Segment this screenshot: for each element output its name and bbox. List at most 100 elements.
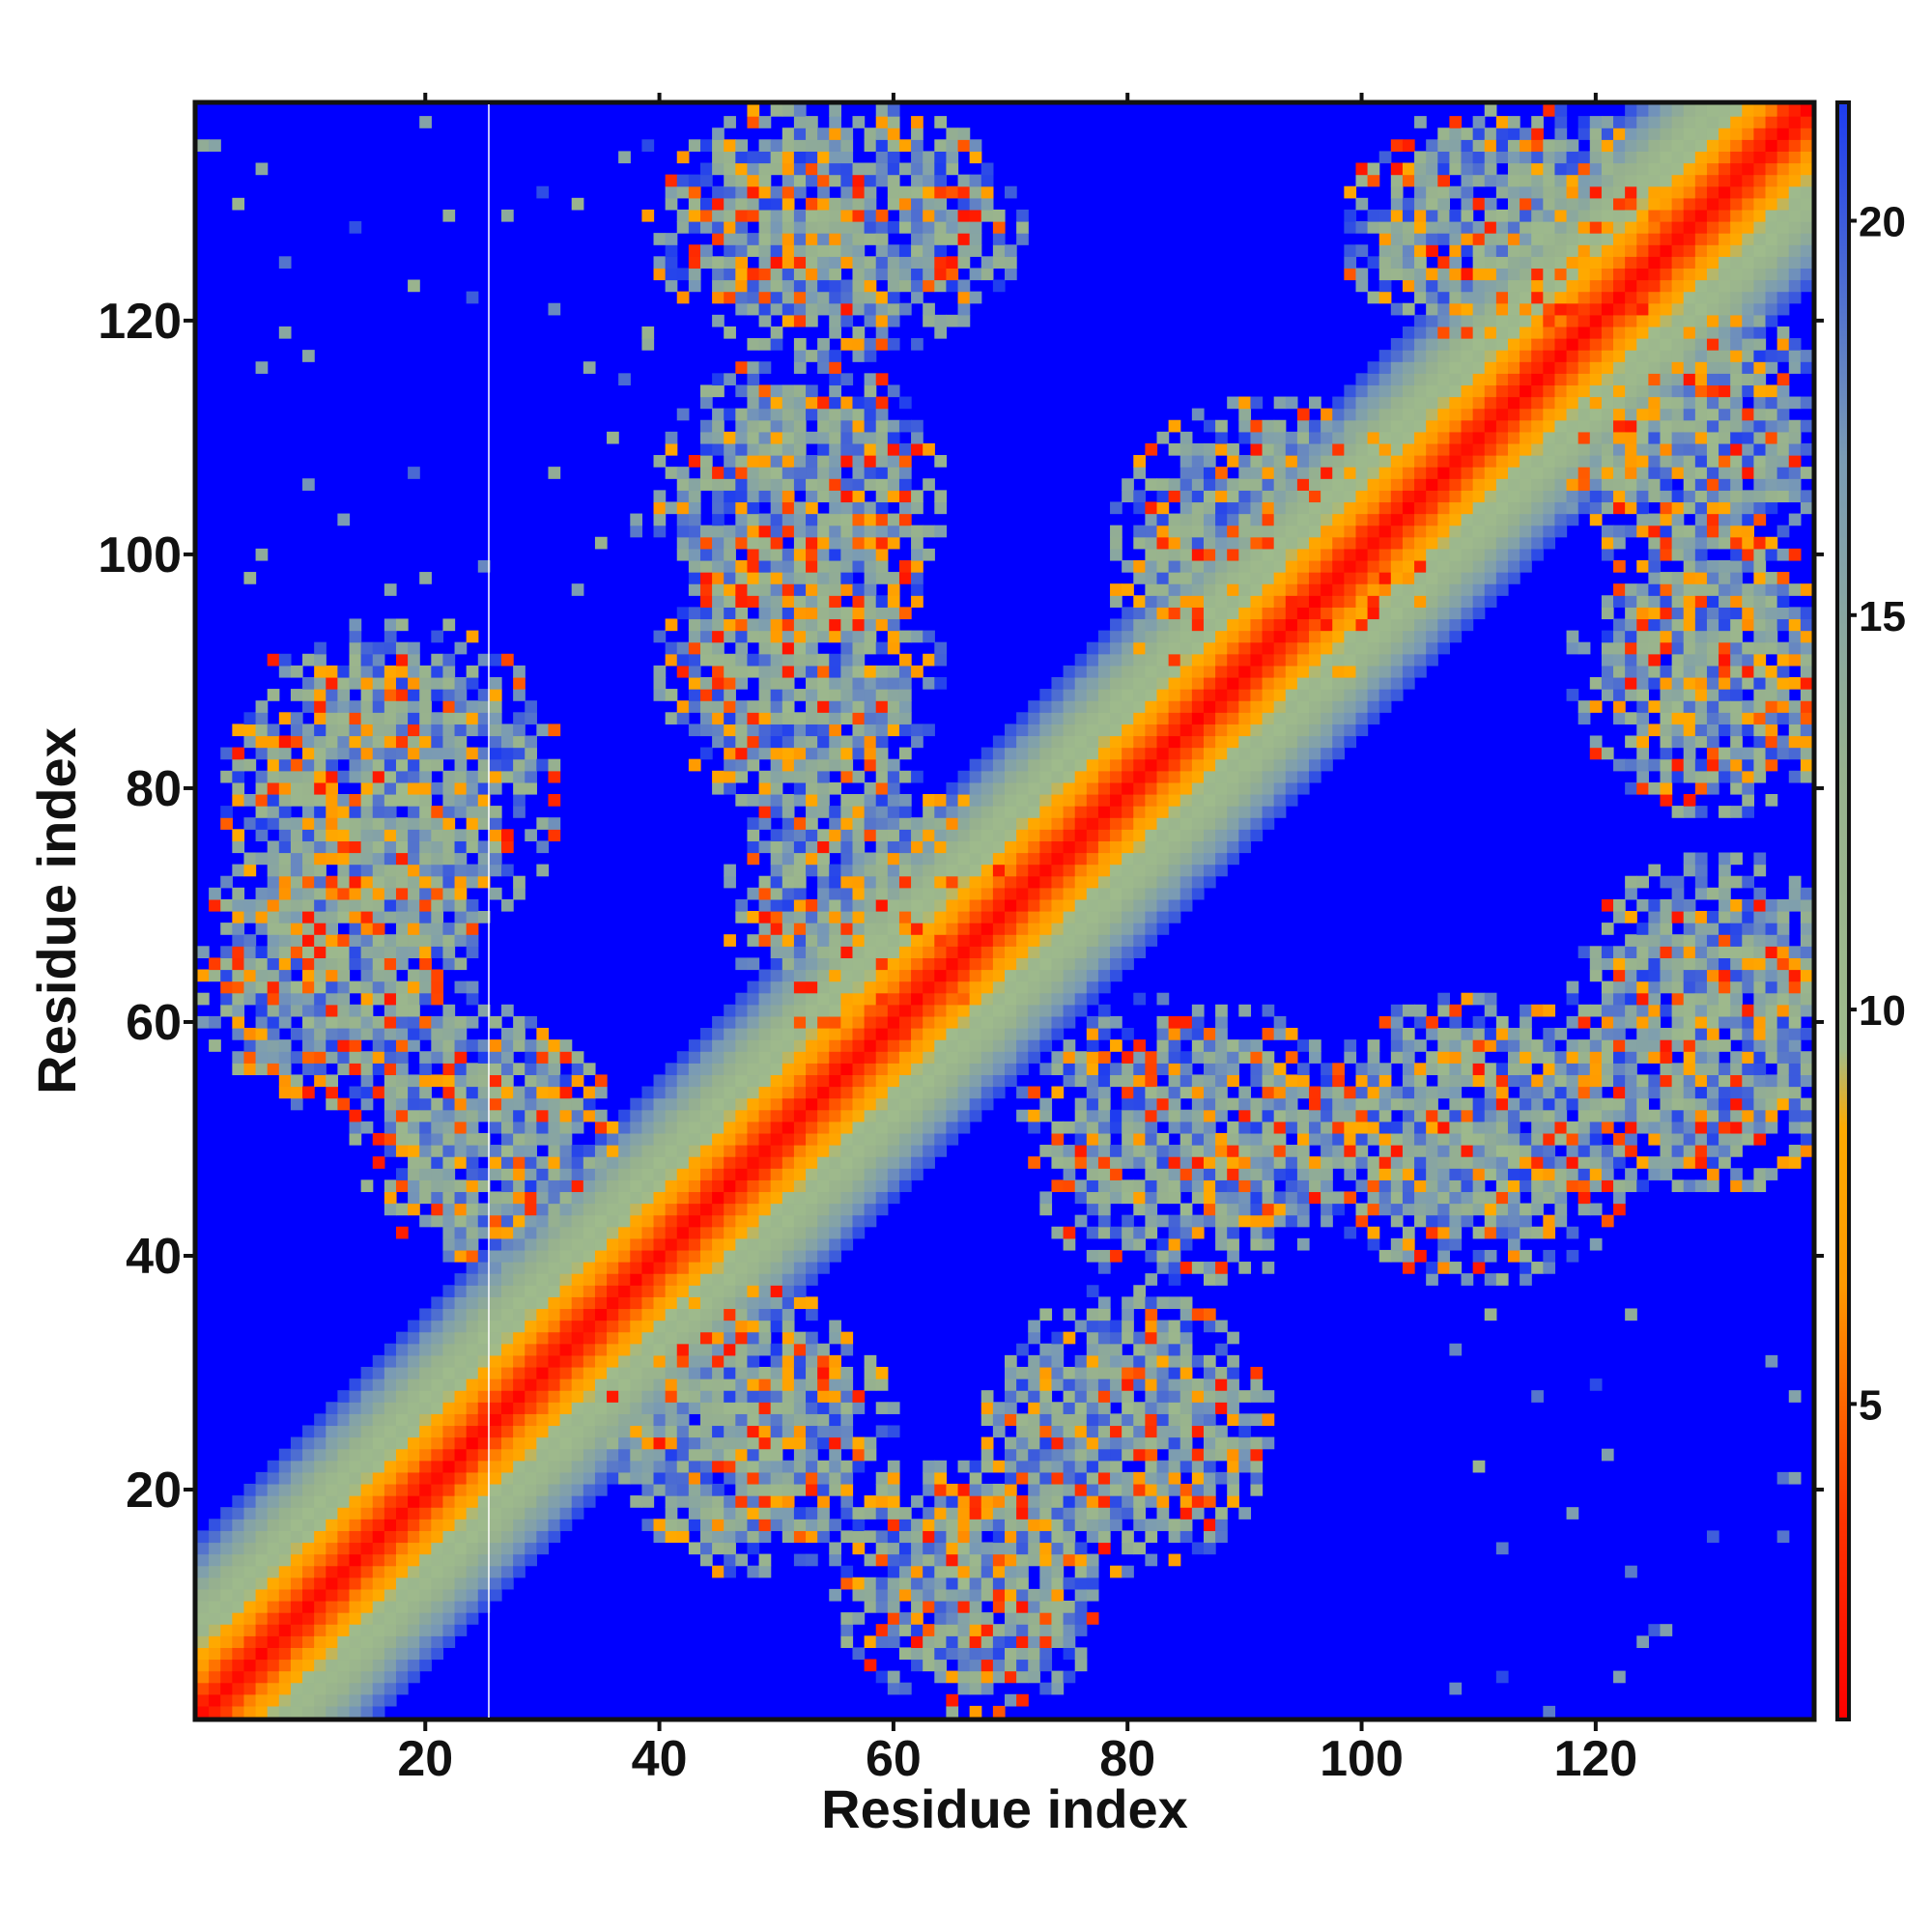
heatmap-cell [735,1226,749,1239]
heatmap-cell [630,525,643,538]
heatmap-cell [864,1507,877,1520]
heatmap-cell [653,1097,667,1111]
heatmap-cell [946,1028,959,1040]
heatmap-cell [969,268,982,281]
heatmap-cell [594,1086,608,1099]
heatmap-cell [582,1390,596,1403]
heatmap-cell [477,1343,491,1356]
heatmap-cell [232,887,245,900]
heatmap-cell [712,665,724,678]
heatmap-cell [278,1074,292,1088]
heatmap-cell [314,1425,327,1438]
heatmap-cell [781,185,795,199]
heatmap-cell [466,1308,479,1321]
heatmap-cell [314,1028,327,1040]
heatmap-cell [501,1273,514,1286]
heatmap-cell [395,770,409,783]
heatmap-cell [290,1659,303,1672]
heatmap-cell [1016,898,1029,912]
heatmap-cell [864,793,877,807]
heatmap-cell [302,817,315,830]
heatmap-cell [442,1565,456,1578]
heatmap-cell [419,1121,432,1134]
heatmap-cell [1028,934,1040,947]
heatmap-cell [454,1214,468,1228]
heatmap-cell [875,898,889,912]
heatmap-cell [875,513,889,526]
heatmap-cell [724,758,736,772]
heatmap-cell [747,852,760,866]
heatmap-cell [454,1039,468,1052]
heatmap-cell [536,1074,550,1088]
heatmap-cell [349,724,362,737]
heatmap-cell [337,887,351,900]
heatmap-cell [724,1179,736,1193]
heatmap-cell [747,442,760,456]
heatmap-cell [641,1226,655,1239]
heatmap-cell [817,361,830,374]
heatmap-cell [326,1051,338,1064]
heatmap-cell [806,467,818,479]
heatmap-cell [337,665,351,678]
heatmap-cell [992,1507,1006,1520]
heatmap-cell [1005,911,1017,923]
heatmap-cell [806,781,818,795]
heatmap-cell [489,1530,502,1544]
heatmap-cell [969,174,982,187]
heatmap-cell [1016,758,1029,772]
heatmap-cell [817,923,830,935]
heatmap-cell [337,852,351,866]
heatmap-cell [431,1074,444,1088]
heatmap-cell [278,911,292,923]
heatmap-cell [887,1553,900,1567]
heatmap-cell [594,1308,608,1321]
heatmap-cell [431,1296,444,1310]
heatmap-cell [770,104,783,117]
heatmap-cell [360,1413,374,1427]
heatmap-cell [806,1168,818,1180]
heatmap-cell [630,1226,643,1239]
heatmap-cell [969,1624,982,1636]
heatmap-cell [1016,1086,1029,1099]
heatmap-cell [408,676,420,690]
heatmap-cell [477,1495,491,1508]
heatmap-cell [360,911,374,923]
heatmap-cell [477,1542,491,1555]
heatmap-cell [384,1004,397,1017]
heatmap-cell [806,689,818,701]
heatmap-cell [864,1074,877,1088]
heatmap-cell [923,1647,935,1661]
heatmap-cell [395,1109,409,1122]
heatmap-cell [735,1015,749,1029]
heatmap-cell [349,1086,362,1099]
heatmap-cell [793,618,807,632]
heatmap-cell [758,209,772,222]
heatmap-cell [747,887,760,900]
heatmap-cell [489,1542,502,1555]
heatmap-cell [758,151,772,164]
heatmap-cell [840,572,854,584]
heatmap-cell [688,1249,701,1263]
heatmap-cell [501,1179,514,1193]
heatmap-cell [290,829,303,841]
heatmap-cell [911,1577,923,1590]
heatmap-cell [852,338,866,351]
heatmap-cell [992,1015,1006,1029]
heatmap-cell [724,1249,736,1263]
heatmap-cell [501,1214,514,1228]
heatmap-cell [442,1413,456,1427]
heatmap-cell [911,572,923,584]
heatmap-cell [1039,1483,1053,1496]
heatmap-cell [220,1600,233,1613]
heatmap-cell [372,1495,385,1508]
heatmap-cell [793,338,807,351]
heatmap-cell [1028,957,1040,971]
heatmap-cell [548,1471,561,1485]
heatmap-cell [829,1028,841,1040]
heatmap-cell [770,408,783,421]
heatmap-cell [911,969,923,982]
heatmap-cell [255,898,269,912]
heatmap-cell [969,934,982,947]
heatmap-cell [1016,1542,1029,1555]
heatmap-cell [829,350,841,362]
